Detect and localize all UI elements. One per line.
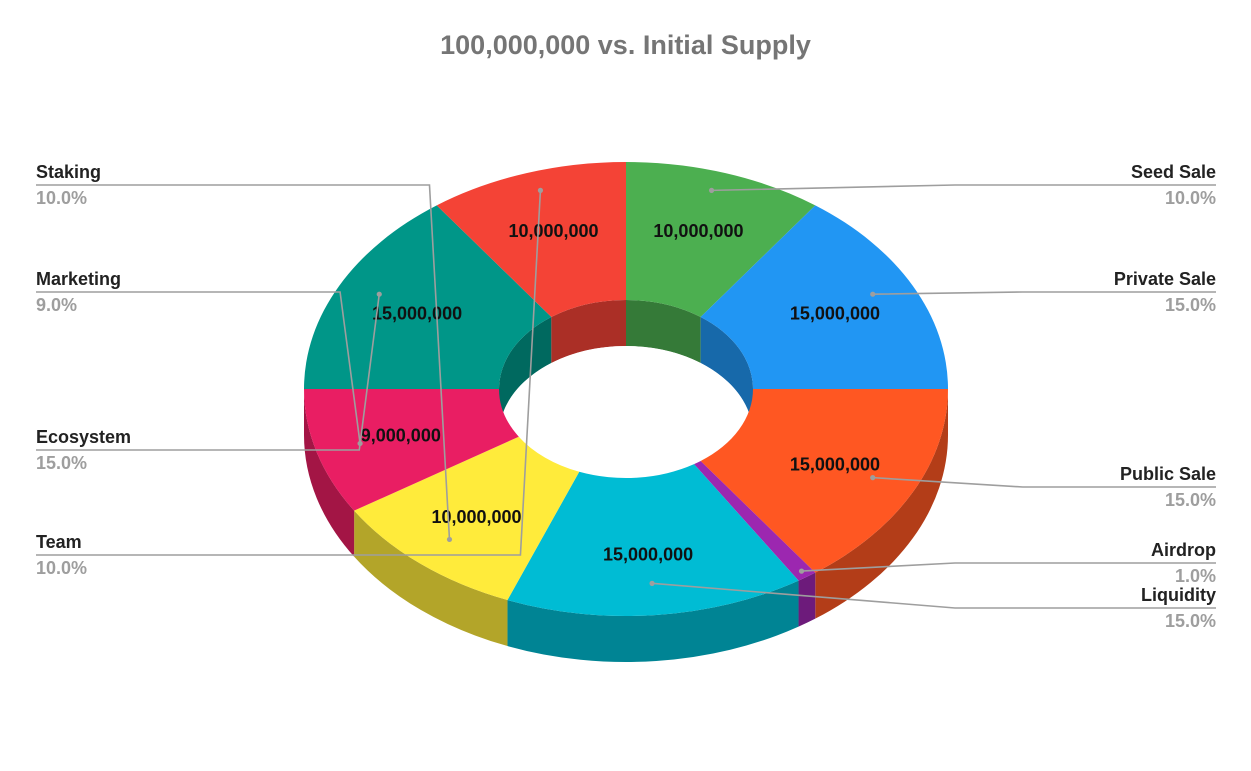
slice-staking [354,436,580,601]
chart-title: 100,000,000 vs. Initial Supply [440,30,811,60]
label-percent-staking: 10.0% [36,188,87,208]
leader-line-private-sale [872,291,1216,295]
label-percent-team: 10.0% [36,558,87,578]
leader-dot-ecosystem [376,291,382,297]
leader-line-staking [36,184,451,540]
value-label-ecosystem: 15,000,000 [372,304,462,324]
slice-ecosystem [304,205,552,389]
value-label-private-sale: 15,000,000 [790,304,880,324]
label-percent-airdrop: 1.0% [1175,566,1216,586]
leader-dot-airdrop [798,568,805,574]
label-name-team: Team [36,532,82,552]
value-label-marketing: 9,000,000 [361,425,441,445]
slice-inner-wall-seed-sale-0 [626,300,701,363]
label-name-seed-sale: Seed Sale [1131,162,1216,182]
label-name-airdrop: Airdrop [1151,540,1216,560]
leader-dot-private-sale [870,291,876,297]
leader-dot-team [537,187,544,193]
slice-liquidity [507,464,799,617]
slice-inner-wall-ecosystem-1 [499,317,552,435]
label-name-liquidity: Liquidity [1141,585,1216,605]
slice-side-staking [354,510,508,647]
label-name-private-sale: Private Sale [1114,269,1216,289]
label-name-public-sale: Public Sale [1120,464,1216,484]
leader-dot-staking [446,536,453,543]
leader-line-airdrop [801,562,1216,572]
label-percent-liquidity: 15.0% [1165,611,1216,631]
value-label-public-sale: 15,000,000 [790,454,880,474]
label-name-marketing: Marketing [36,269,121,289]
leader-dot-seed-sale [708,187,715,193]
leader-line-liquidity [651,582,1216,609]
label-name-staking: Staking [36,162,101,182]
slice-inner-wall-team-1 [551,300,626,363]
slice-public-sale [700,389,948,573]
slice-side-airdrop [798,572,816,627]
leader-line-ecosystem [36,294,381,451]
leader-dot-public-sale [870,475,876,481]
leader-line-seed-sale [711,184,1216,192]
label-percent-public-sale: 15.0% [1165,490,1216,510]
slice-team [436,162,626,317]
value-label-team: 10,000,000 [508,221,598,241]
label-percent-seed-sale: 10.0% [1165,188,1216,208]
slice-side-public-sale [815,389,948,619]
slice-private-sale [700,205,948,389]
label-percent-private-sale: 15.0% [1165,295,1216,315]
value-label-liquidity: 15,000,000 [603,544,693,564]
leader-line-team [36,190,542,556]
leader-line-marketing [36,291,361,444]
label-percent-ecosystem: 15.0% [36,453,87,473]
label-name-ecosystem: Ecosystem [36,427,131,447]
slice-inner-wall-private-sale-0 [700,317,753,435]
label-percent-marketing: 9.0% [36,295,77,315]
leader-line-public-sale [872,476,1216,488]
value-label-staking: 10,000,000 [431,507,521,527]
slice-seed-sale [626,162,816,317]
slice-side-marketing [304,389,355,557]
value-label-seed-sale: 10,000,000 [653,221,743,241]
leader-dot-liquidity [649,580,655,586]
slice-side-liquidity [507,580,799,663]
slice-airdrop [694,461,816,581]
